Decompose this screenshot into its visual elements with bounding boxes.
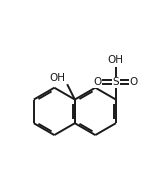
Text: OH: OH bbox=[50, 73, 66, 83]
Text: O: O bbox=[130, 77, 138, 87]
Text: OH: OH bbox=[108, 55, 124, 65]
Text: S: S bbox=[112, 77, 119, 87]
Text: O: O bbox=[94, 77, 102, 87]
